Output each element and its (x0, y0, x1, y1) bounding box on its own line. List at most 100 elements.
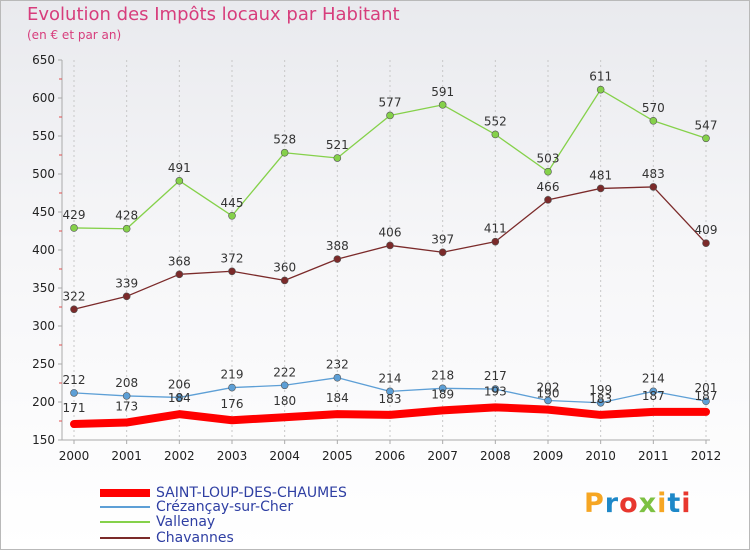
legend-swatch-saint-loup (100, 489, 150, 497)
data-label: 360 (273, 260, 296, 274)
data-point (491, 385, 500, 393)
data-point (280, 276, 289, 285)
data-label: 201 (695, 381, 718, 395)
data-label: 214 (642, 371, 665, 385)
legend-item-chavannes: Chavannes (100, 530, 234, 546)
data-label: 428 (115, 209, 138, 223)
y-tick-label: 550 (32, 129, 55, 143)
y-tick-label: 300 (32, 319, 55, 333)
data-label: 206 (168, 377, 191, 391)
data-point (544, 396, 552, 405)
legend-item-vallenay: Vallenay (100, 514, 215, 530)
data-label: 232 (326, 358, 349, 372)
y-tick-label: 200 (32, 395, 55, 409)
data-point (70, 305, 78, 314)
data-label: 483 (642, 167, 665, 181)
data-point (438, 101, 447, 109)
data-point (333, 255, 342, 263)
data-label: 173 (115, 400, 138, 414)
data-label: 171 (63, 401, 86, 415)
data-point (333, 154, 342, 162)
data-label: 552 (484, 114, 507, 128)
legend-label-vallenay: Vallenay (156, 514, 216, 530)
legend-swatch-chavannes (100, 537, 150, 539)
y-tick-label: 650 (32, 53, 55, 67)
data-point (70, 224, 78, 232)
data-label: 406 (379, 225, 402, 239)
legend-label-chavannes: Chavannes (156, 530, 234, 546)
data-point (649, 387, 658, 396)
logo-letter: i (681, 488, 692, 519)
data-point (280, 148, 289, 157)
chart-subtitle: (en € et par an) (27, 28, 122, 42)
data-point (438, 248, 447, 257)
data-label: 368 (168, 254, 191, 268)
data-label: 180 (273, 394, 296, 408)
data-point (122, 392, 131, 400)
data-label: 611 (589, 70, 612, 84)
data-label: 217 (484, 369, 507, 383)
data-label: 202 (537, 380, 560, 394)
data-point (70, 389, 78, 397)
data-label: 503 (537, 152, 560, 166)
data-point (228, 267, 236, 276)
data-label: 491 (168, 161, 191, 175)
data-label: 339 (115, 276, 138, 290)
data-label: 528 (273, 133, 296, 147)
data-point (702, 397, 710, 406)
data-point (596, 398, 605, 407)
x-tick-label: 2010 (585, 449, 616, 463)
logo-letter: o (619, 488, 639, 519)
data-label: 547 (695, 118, 718, 132)
x-tick-label: 2009 (533, 449, 564, 463)
data-label: 577 (379, 95, 402, 109)
data-point (228, 212, 236, 220)
data-label: 388 (326, 239, 349, 253)
data-point (333, 373, 342, 382)
data-label: 411 (484, 222, 507, 236)
data-label: 591 (431, 85, 454, 99)
x-tick-label: 2001 (111, 449, 142, 463)
logo-letter: i (657, 488, 668, 519)
data-point (386, 241, 394, 250)
data-label: 190 (537, 387, 560, 401)
y-tick-label: 400 (32, 243, 55, 257)
legend-label-saint-loup: SAINT-LOUP-DES-CHAUMES (156, 485, 347, 501)
data-point (175, 177, 184, 185)
data-label: 193 (484, 384, 507, 398)
data-label: 409 (695, 223, 718, 237)
x-tick-label: 2007 (427, 449, 458, 463)
data-label: 208 (115, 376, 138, 390)
data-label: 184 (326, 391, 349, 405)
data-point (702, 134, 710, 143)
data-point (438, 384, 447, 393)
logo-letter: r (604, 488, 620, 519)
data-point (491, 130, 500, 139)
y-tick-label: 150 (32, 433, 55, 447)
data-point (491, 237, 500, 246)
y-tick-label: 600 (32, 91, 55, 105)
data-label: 222 (273, 365, 296, 379)
data-point (175, 270, 184, 279)
legend-item-crezancay: Crézançay-sur-Cher (100, 499, 293, 515)
legend-label-crezancay: Crézançay-sur-Cher (156, 499, 294, 515)
y-tick-label: 350 (32, 281, 55, 295)
data-point (175, 393, 184, 402)
data-point (228, 383, 236, 392)
data-point (702, 239, 710, 247)
data-label: 397 (431, 232, 454, 246)
data-label: 322 (63, 289, 86, 303)
data-point (122, 292, 131, 301)
data-label: 183 (589, 392, 612, 406)
data-label: 521 (326, 138, 349, 152)
data-label: 372 (221, 251, 244, 265)
data-label: 176 (221, 397, 244, 411)
y-tick-label: 250 (32, 357, 55, 371)
data-label: 481 (589, 168, 612, 182)
data-point (544, 196, 552, 204)
x-tick-label: 2000 (59, 449, 90, 463)
x-tick-label: 2002 (164, 449, 195, 463)
legend-swatch-crezancay (100, 506, 150, 508)
